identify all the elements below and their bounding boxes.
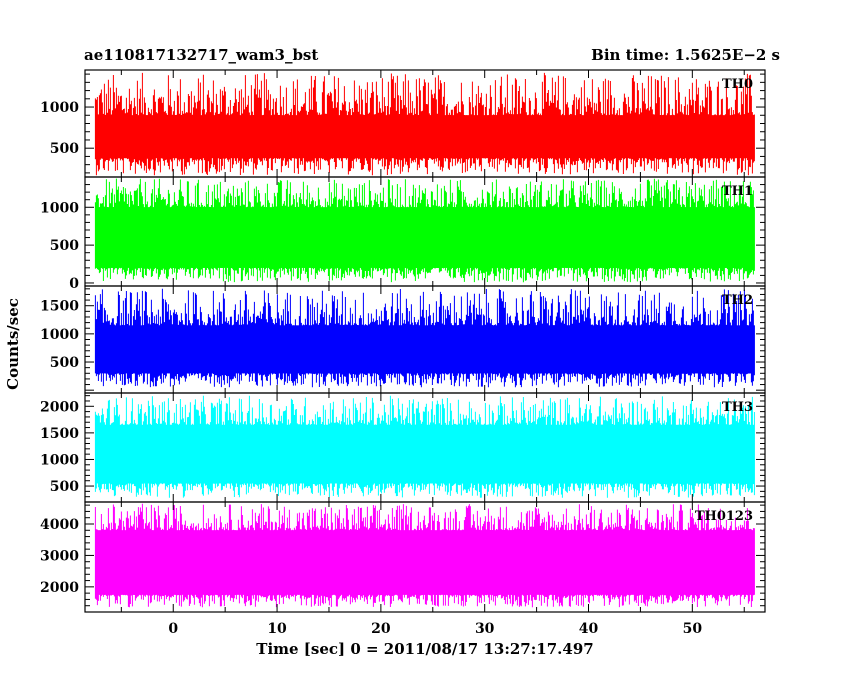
y-tick-label: 2000 — [40, 580, 79, 596]
y-tick-label: 1500 — [40, 426, 79, 442]
y-tick-label: 3000 — [40, 548, 79, 564]
x-tick-label: 30 — [475, 621, 495, 637]
y-tick-label: 500 — [50, 479, 79, 495]
panel-label-th0123: TH0123 — [695, 509, 753, 524]
panel-label-th0: TH0 — [722, 77, 753, 92]
data-layer — [94, 72, 755, 608]
y-tick-label: 1000 — [40, 200, 79, 216]
series-line-th0 — [94, 72, 755, 176]
series-line-th0123 — [94, 503, 755, 608]
series-line-th2 — [94, 288, 755, 388]
y-axis-label: Counts/sec — [4, 298, 22, 390]
y-tick-label: 500 — [50, 141, 79, 157]
y-tick-label: 1500 — [40, 299, 79, 315]
panel-frame-th0123 — [84, 501, 766, 613]
x-axis-label: Time [sec] 0 = 2011/08/17 13:27:17.497 — [256, 640, 593, 658]
panel-label-th1: TH1 — [722, 184, 753, 199]
series-line-th3 — [94, 395, 755, 498]
y-tick-label: 4000 — [40, 517, 79, 533]
x-tick-label: 40 — [579, 621, 599, 637]
text-layer: ae110817132717_wam3_bst Bin time: 1.5625… — [4, 46, 780, 658]
x-tick-label: 20 — [371, 621, 391, 637]
y-tick-label: 1000 — [40, 327, 79, 343]
panel-label-th3: TH3 — [722, 400, 753, 415]
bin-time-label: Bin time: 1.5625E−2 s — [591, 46, 780, 64]
x-tick-label: 0 — [168, 621, 178, 637]
y-tick-label: 500 — [50, 355, 79, 371]
y-tick-label: 2000 — [40, 399, 79, 415]
x-tick-label: 50 — [683, 621, 703, 637]
panel-label-th2: TH2 — [722, 293, 753, 308]
series-line-th1 — [94, 178, 755, 283]
y-tick-label: 1000 — [40, 100, 79, 116]
y-tick-label: 0 — [69, 276, 79, 292]
chart-title: ae110817132717_wam3_bst — [84, 46, 318, 64]
y-tick-label: 1000 — [40, 452, 79, 468]
y-tick-label: 500 — [50, 238, 79, 254]
x-tick-label: 10 — [267, 621, 287, 637]
